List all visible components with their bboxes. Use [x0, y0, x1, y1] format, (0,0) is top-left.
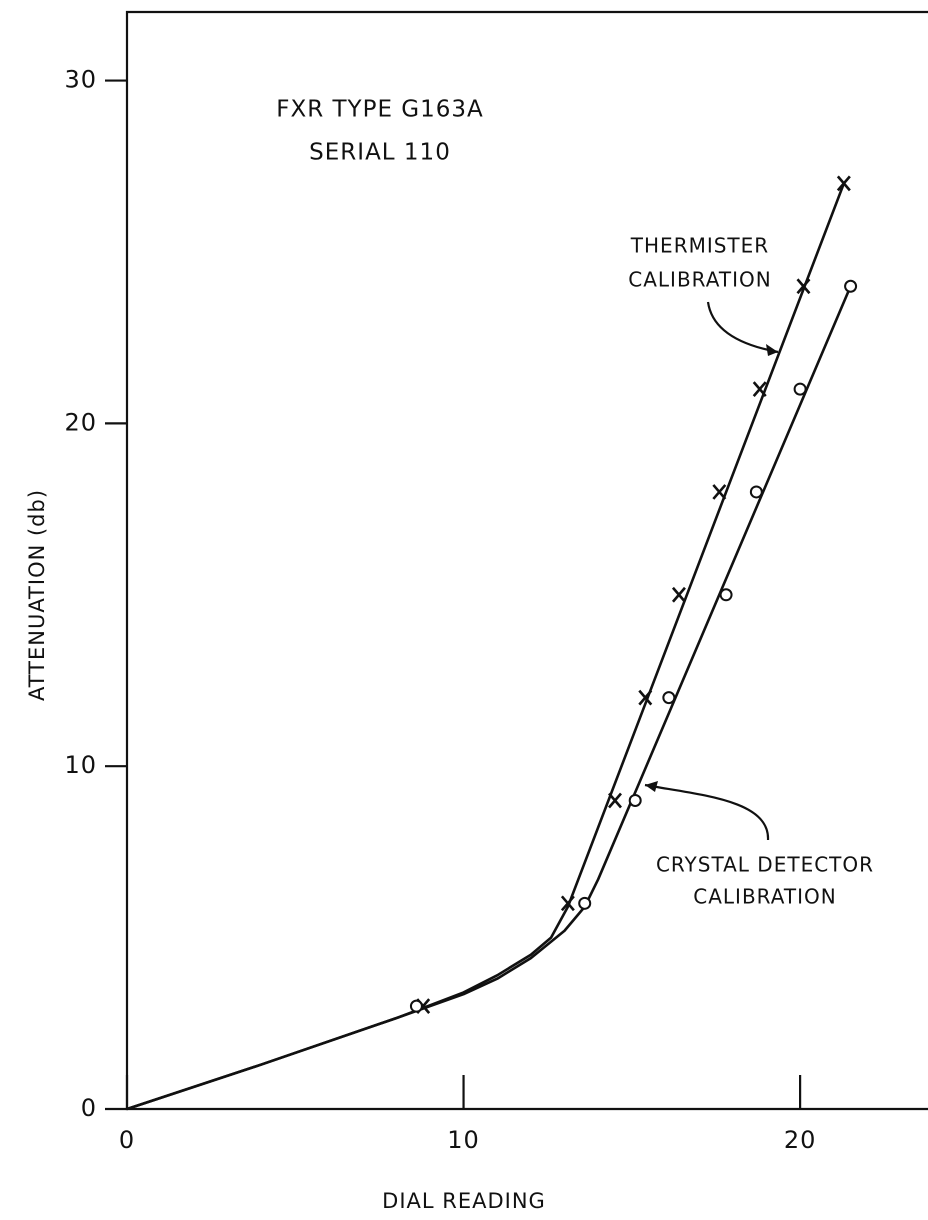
point: [752, 381, 767, 397]
annotation-arrow: [644, 783, 770, 841]
frame: [125, 10, 928, 1111]
point: [719, 588, 733, 602]
point: [560, 895, 575, 912]
annotation: THERMISTER: [630, 234, 769, 258]
annotation: FXR TYPE G163A: [276, 97, 484, 123]
point: [844, 279, 858, 293]
point: [638, 689, 653, 706]
annotation: CALIBRATION: [693, 885, 836, 909]
point: [712, 484, 727, 500]
point: [793, 382, 807, 396]
annotation-arrow: [706, 301, 779, 354]
x-tick-label: 10: [447, 1126, 480, 1154]
x-tick-label: 20: [784, 1126, 817, 1154]
x-tick-label: 0: [119, 1126, 135, 1154]
x-axis-label: DIAL READING: [382, 1189, 546, 1213]
point: [608, 792, 622, 809]
fit-curve: [126, 182, 846, 1111]
point: [671, 586, 686, 603]
point: [749, 485, 763, 499]
y-tick-label: 10: [64, 751, 97, 779]
point: [796, 278, 811, 295]
arrow-head: [766, 344, 778, 356]
point: [836, 175, 851, 192]
fit-curve: [126, 285, 852, 1111]
point: [578, 896, 592, 910]
y-tick-label: 0: [81, 1094, 97, 1122]
y-tick-label: 30: [64, 66, 97, 94]
y-axis-label: ATTENUATION (db): [25, 489, 49, 701]
point: [662, 691, 676, 705]
annotation: CRYSTAL DETECTOR: [656, 853, 874, 877]
arrow-head: [645, 781, 658, 792]
point: [628, 793, 642, 807]
annotation: CALIBRATION: [628, 268, 771, 292]
y-tick-label: 20: [64, 408, 97, 436]
annotation: SERIAL 110: [309, 140, 451, 166]
point: [409, 999, 423, 1013]
